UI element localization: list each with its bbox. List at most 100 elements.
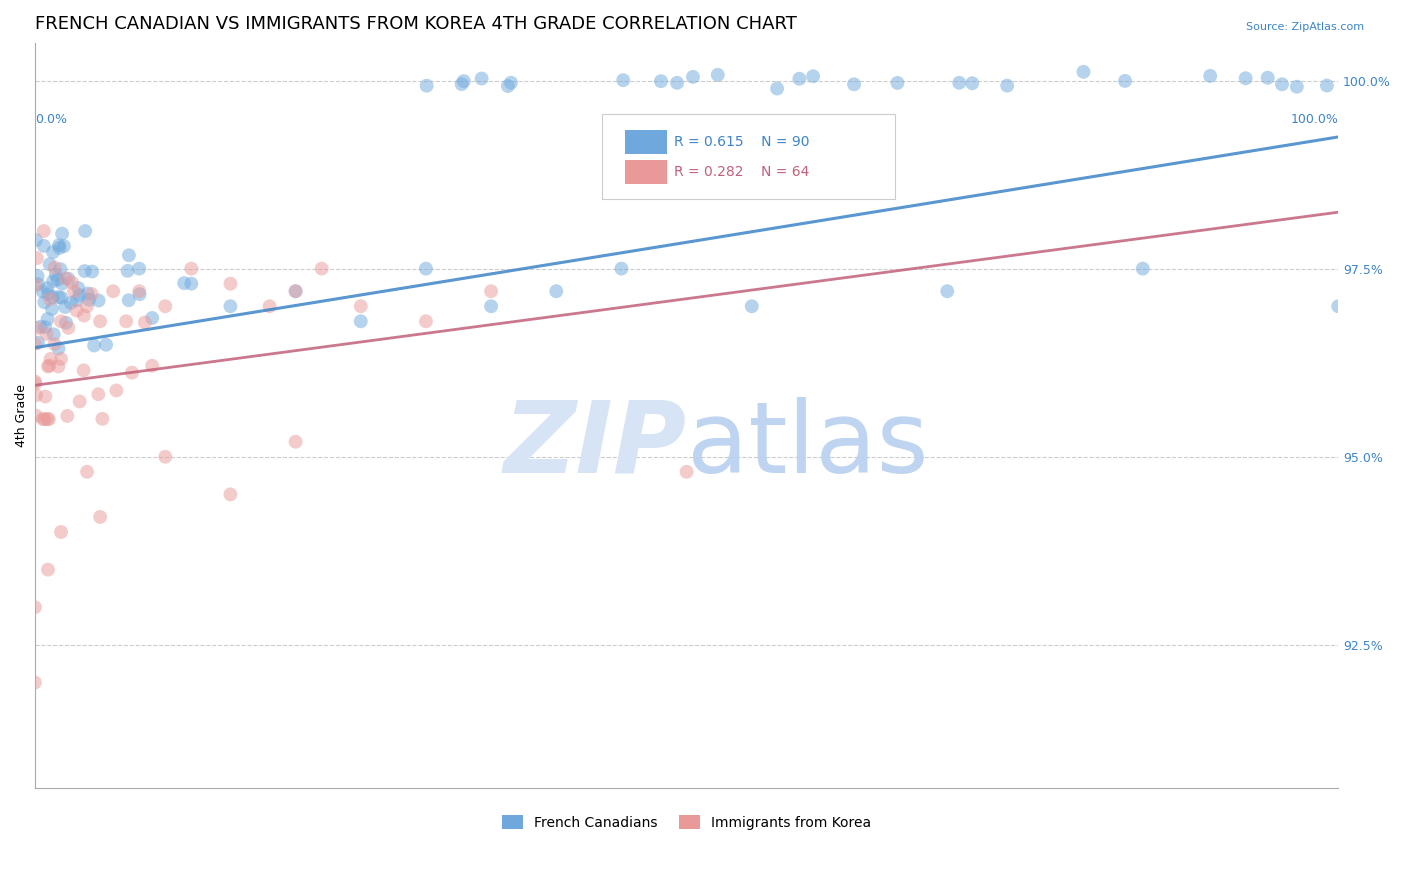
- Point: [650, 74, 672, 88]
- Point: [105, 384, 128, 398]
- Point: [51, 291, 73, 305]
- Point: [87, 387, 110, 401]
- Point: [141, 310, 163, 325]
- Point: [155, 299, 177, 313]
- Point: [73, 309, 96, 323]
- Point: [37, 312, 59, 326]
- Point: [35, 326, 58, 341]
- Point: [53, 300, 76, 314]
- Point: [49, 314, 72, 328]
- Point: [46, 273, 69, 287]
- Point: [666, 76, 689, 90]
- Point: [25, 233, 48, 247]
- Point: [801, 69, 824, 83]
- Point: [34, 295, 56, 310]
- Point: [610, 261, 633, 276]
- Point: [101, 284, 124, 298]
- Text: atlas: atlas: [686, 397, 928, 493]
- Point: [41, 301, 63, 316]
- Point: [496, 78, 519, 93]
- Point: [39, 292, 62, 306]
- Point: [48, 241, 70, 255]
- Point: [960, 76, 983, 90]
- Point: [38, 412, 60, 426]
- Point: [42, 327, 65, 342]
- Point: [612, 73, 634, 87]
- Point: [115, 314, 138, 328]
- Point: [37, 287, 59, 301]
- Point: [48, 290, 70, 304]
- Point: [56, 271, 79, 285]
- Point: [42, 290, 65, 304]
- Point: [48, 238, 70, 252]
- Legend: French Canadians, Immigrants from Korea: French Canadians, Immigrants from Korea: [495, 808, 877, 837]
- Point: [118, 293, 141, 308]
- Point: [49, 351, 72, 366]
- Point: [76, 286, 98, 301]
- Point: [45, 268, 67, 282]
- Point: [55, 271, 77, 285]
- Point: [89, 510, 111, 524]
- Point: [121, 366, 143, 380]
- Point: [37, 563, 59, 577]
- Text: R = 0.615    N = 90: R = 0.615 N = 90: [673, 135, 808, 149]
- Point: [453, 74, 475, 88]
- Point: [51, 227, 73, 241]
- Point: [350, 314, 373, 328]
- Point: [32, 412, 55, 426]
- Point: [58, 321, 80, 335]
- Point: [24, 375, 46, 389]
- Point: [83, 338, 105, 352]
- Point: [1316, 78, 1339, 93]
- Point: [766, 81, 789, 95]
- Point: [128, 284, 150, 298]
- Point: [1114, 74, 1136, 88]
- Text: Source: ZipAtlas.com: Source: ZipAtlas.com: [1246, 22, 1364, 32]
- Point: [56, 409, 79, 423]
- Point: [69, 394, 91, 409]
- Point: [38, 257, 60, 271]
- Point: [91, 412, 114, 426]
- Point: [128, 287, 150, 301]
- Text: ZIP: ZIP: [503, 397, 686, 493]
- Point: [886, 76, 908, 90]
- Point: [66, 293, 89, 308]
- Point: [37, 412, 59, 426]
- Point: [499, 76, 522, 90]
- Point: [219, 277, 242, 291]
- Text: 100.0%: 100.0%: [1291, 113, 1339, 126]
- Point: [311, 261, 333, 276]
- Point: [936, 284, 959, 298]
- Y-axis label: 4th Grade: 4th Grade: [15, 384, 28, 447]
- Point: [415, 261, 437, 276]
- Point: [42, 245, 65, 260]
- Point: [546, 284, 568, 298]
- Point: [67, 288, 90, 302]
- Point: [155, 450, 177, 464]
- Point: [27, 335, 49, 350]
- Point: [1285, 79, 1308, 94]
- Text: 0.0%: 0.0%: [35, 113, 67, 126]
- Point: [60, 276, 83, 290]
- Point: [67, 281, 90, 295]
- Point: [52, 239, 75, 253]
- Point: [37, 281, 59, 295]
- Point: [49, 524, 72, 539]
- Point: [25, 251, 48, 265]
- FancyBboxPatch shape: [626, 160, 666, 184]
- Point: [51, 277, 73, 291]
- Point: [38, 359, 60, 373]
- Point: [63, 284, 86, 298]
- FancyBboxPatch shape: [626, 130, 666, 154]
- Point: [39, 351, 62, 366]
- Point: [219, 299, 242, 313]
- Point: [479, 299, 502, 313]
- Point: [141, 359, 163, 373]
- FancyBboxPatch shape: [602, 113, 896, 199]
- Point: [1327, 299, 1350, 313]
- Point: [24, 376, 46, 391]
- Point: [682, 70, 704, 84]
- Point: [59, 295, 82, 310]
- Point: [34, 320, 56, 334]
- Point: [42, 274, 65, 288]
